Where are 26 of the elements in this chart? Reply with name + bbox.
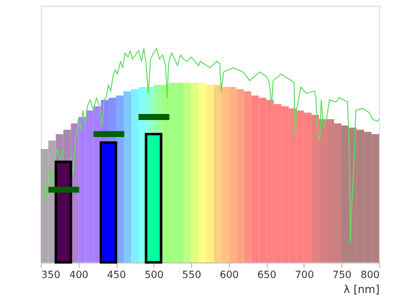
x-tick-label: 500 <box>144 270 164 281</box>
x-tick-label: 800 <box>360 270 380 281</box>
x-tick-label: 450 <box>106 270 126 281</box>
bar <box>228 87 236 262</box>
x-tick-label: 600 <box>220 270 239 281</box>
x-axis-title: λ [nm] <box>344 282 380 296</box>
bar <box>144 132 162 264</box>
x-tick-label: 700 <box>294 270 314 281</box>
x-tick-label: 650 <box>257 270 276 281</box>
bar <box>206 84 214 262</box>
bar <box>100 141 118 264</box>
bar <box>214 84 222 262</box>
bar <box>221 87 229 262</box>
x-tick-label: 350 <box>41 270 60 281</box>
bar <box>311 114 319 262</box>
bar <box>236 89 244 262</box>
bar <box>184 82 192 262</box>
bar <box>54 160 72 264</box>
bar <box>123 91 132 262</box>
bar <box>191 82 199 262</box>
x-tick-label: 400 <box>69 270 88 281</box>
x-tick-label: 750 <box>332 270 352 281</box>
bar <box>198 82 206 262</box>
bar <box>131 89 139 262</box>
bar <box>244 91 252 262</box>
x-tick-label: 550 <box>182 270 202 281</box>
